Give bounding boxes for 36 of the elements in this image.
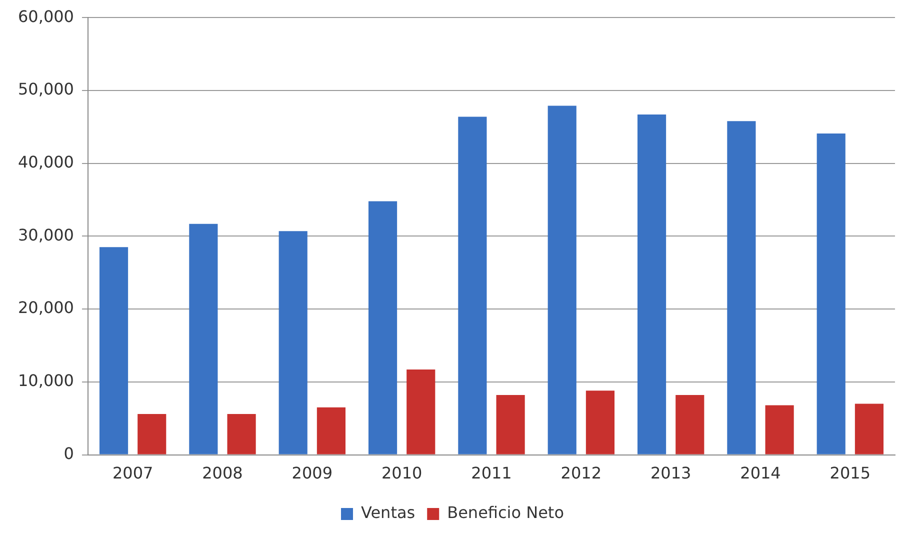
x-tick-label: 2012 <box>560 464 602 483</box>
y-tick-label: 20,000 <box>18 298 74 318</box>
bar <box>138 414 166 454</box>
bar <box>406 370 436 454</box>
x-tick-label: 2008 <box>202 464 243 483</box>
bar <box>586 390 615 454</box>
bar <box>278 231 308 454</box>
legend-label: Ventas <box>361 503 416 522</box>
x-tick-label: 2011 <box>471 464 512 483</box>
bar <box>227 414 256 454</box>
x-tick-label: 2010 <box>381 464 422 483</box>
bar <box>99 247 128 454</box>
bar <box>189 224 218 454</box>
y-tick-label: 40,000 <box>18 152 74 172</box>
bar <box>816 133 846 454</box>
x-tick-label: 2015 <box>830 464 871 483</box>
bar <box>368 201 398 454</box>
bar <box>496 395 525 454</box>
y-tick-label: 0 <box>64 444 74 463</box>
bar <box>676 395 704 454</box>
bar <box>637 114 666 454</box>
bar <box>727 121 756 454</box>
y-tick-label: 60,000 <box>18 6 74 26</box>
x-tick-label: 2013 <box>650 464 692 483</box>
x-tick-label: 2007 <box>112 464 154 483</box>
y-tick-label: 10,000 <box>18 371 74 390</box>
bar <box>316 407 346 454</box>
y-tick-label: 50,000 <box>18 80 74 99</box>
y-tick-label: 30,000 <box>18 225 74 244</box>
bar <box>458 116 487 454</box>
x-tick-label: 2009 <box>292 464 333 483</box>
bar <box>548 106 576 454</box>
bar <box>765 405 794 454</box>
x-tick-label: 2014 <box>740 464 781 483</box>
bar <box>854 404 884 454</box>
legend-label: Beneficio Neto <box>447 503 564 522</box>
